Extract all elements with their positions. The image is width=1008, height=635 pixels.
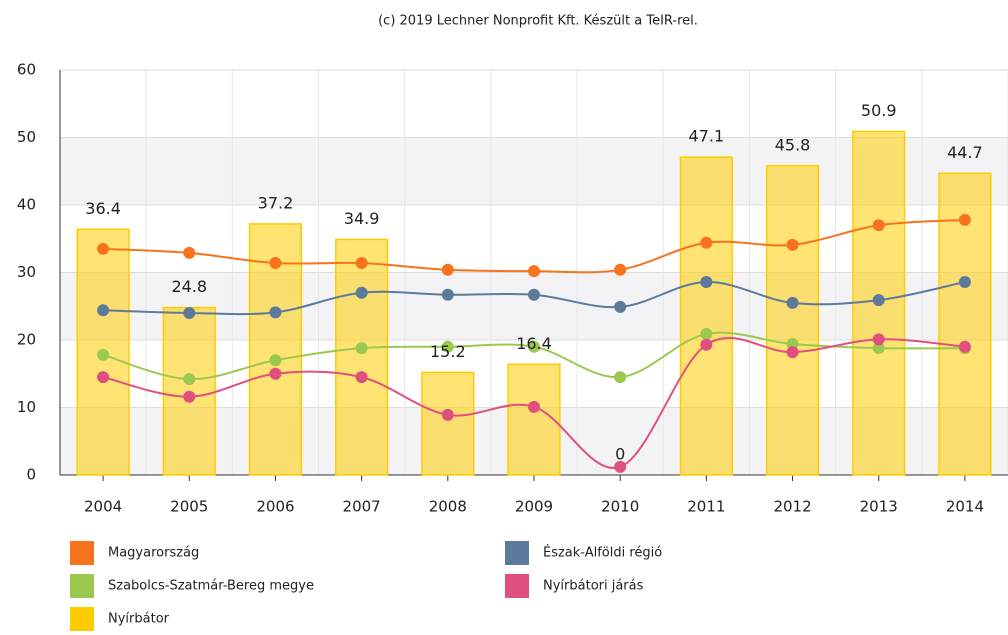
point — [786, 296, 799, 309]
point — [441, 340, 454, 353]
point — [700, 275, 713, 288]
x-tick-label: 2010 — [601, 498, 639, 516]
point — [614, 371, 627, 384]
point — [355, 342, 368, 355]
point — [958, 275, 971, 288]
point — [614, 300, 627, 313]
point — [958, 213, 971, 226]
x-tick-label: 2014 — [946, 498, 984, 516]
data-label: 0 — [615, 445, 625, 464]
bar — [507, 363, 561, 476]
point — [183, 390, 196, 403]
grid-band — [60, 272, 1008, 340]
point — [441, 288, 454, 301]
y-tick-label: 20 — [17, 331, 36, 349]
legend-label: Észak-Alföldi régió — [543, 545, 662, 561]
point — [528, 340, 540, 353]
x-tick-label: 2011 — [687, 498, 725, 516]
data-label: 34.9 — [344, 209, 380, 228]
point — [786, 238, 799, 251]
point — [183, 373, 196, 386]
point — [614, 460, 627, 473]
point — [528, 288, 540, 301]
bar — [421, 371, 475, 476]
data-label: 44.7 — [947, 143, 983, 162]
point — [183, 246, 196, 259]
x-tick-label: 2004 — [84, 498, 122, 516]
point — [528, 265, 540, 278]
point — [355, 286, 368, 299]
point — [958, 340, 971, 353]
legend-swatch — [70, 607, 94, 631]
data-label: 16.4 — [516, 334, 552, 353]
x-tick-label: 2008 — [429, 498, 467, 516]
data-label: 47.1 — [689, 127, 725, 146]
point — [872, 294, 885, 307]
point — [700, 236, 713, 249]
legend-swatch — [505, 541, 529, 565]
point — [269, 354, 282, 367]
data-label: 45.8 — [775, 135, 811, 154]
legend-swatch — [70, 574, 94, 598]
point — [441, 263, 454, 276]
point — [614, 263, 627, 276]
bar — [679, 156, 733, 476]
bar — [335, 238, 389, 476]
legend-label: Nyírbátor — [108, 612, 170, 627]
data-label: 37.2 — [258, 193, 294, 212]
y-tick-label: 50 — [17, 128, 36, 146]
point — [97, 242, 110, 255]
x-tick-label: 2012 — [773, 498, 811, 516]
legend-label: Magyarország — [108, 546, 199, 561]
data-label: 36.4 — [85, 199, 121, 218]
y-tick-label: 60 — [17, 61, 36, 79]
point — [441, 408, 454, 421]
bar — [765, 165, 820, 476]
line — [102, 336, 965, 470]
y-tick-label: 30 — [17, 263, 36, 281]
point — [700, 338, 713, 351]
point — [355, 257, 368, 270]
legend-swatch — [70, 541, 94, 565]
point — [700, 327, 713, 340]
point — [872, 333, 885, 346]
x-tick-label: 2007 — [343, 498, 381, 516]
point — [786, 346, 799, 359]
x-tick-label: 2005 — [170, 498, 208, 516]
point — [97, 304, 110, 317]
y-tick-label: 10 — [17, 398, 36, 416]
legend-label: Nyírbátori járás — [543, 579, 644, 594]
point — [269, 367, 282, 380]
credit: (c) 2019 Lechner Nonprofit Kft. Készült … — [378, 14, 698, 29]
legend-swatch — [505, 574, 529, 598]
x-tick-label: 2009 — [515, 498, 553, 516]
x-tick-label: 2006 — [256, 498, 294, 516]
data-label: 15.2 — [430, 342, 466, 361]
data-label: 50.9 — [861, 101, 897, 120]
legend-label: Szabolcs-Szatmár-Bereg megye — [108, 579, 314, 594]
data-label: 24.8 — [171, 277, 207, 296]
point — [528, 400, 540, 413]
point — [872, 342, 885, 355]
y-tick-label: 0 — [26, 466, 36, 484]
grid-band — [60, 137, 1008, 205]
point — [269, 306, 282, 319]
point — [872, 219, 885, 232]
point — [97, 348, 110, 361]
point — [355, 371, 368, 384]
point — [269, 257, 282, 270]
x-tick-label: 2013 — [860, 498, 898, 516]
point — [97, 371, 110, 384]
point — [183, 307, 196, 319]
y-tick-label: 40 — [17, 196, 36, 214]
